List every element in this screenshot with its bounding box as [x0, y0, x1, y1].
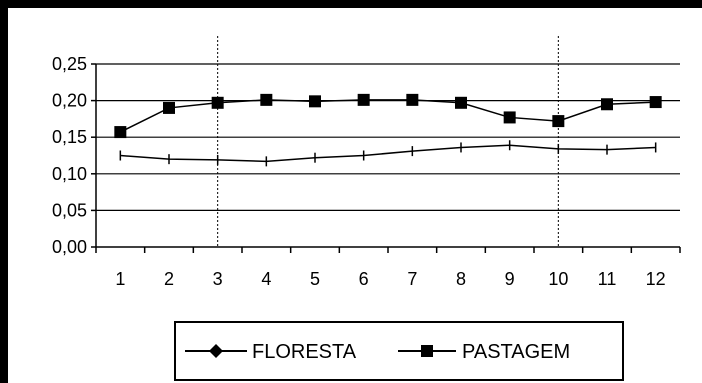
series-line-pastagem — [119, 99, 656, 133]
point-pastagem-11 — [601, 98, 613, 111]
x-tick-label-6: 7 — [407, 269, 417, 289]
legend-marker-floresta — [209, 344, 223, 358]
x-tick-label-8: 9 — [505, 269, 515, 289]
y-tick-label-0: 0,00 — [52, 237, 87, 257]
y-tick-label-5: 0,25 — [52, 54, 87, 74]
y-tick-label-4: 0,20 — [52, 91, 87, 111]
legend-label-pastagem: PASTAGEM — [462, 341, 570, 363]
point-pastagem-8 — [455, 96, 467, 109]
point-pastagem-4 — [260, 93, 273, 106]
x-tick-label-1: 2 — [164, 269, 174, 289]
y-tick-label-2: 0,10 — [52, 164, 87, 184]
legend: FLORESTA PASTAGEM — [174, 321, 624, 381]
x-tick-label-9: 10 — [548, 269, 568, 289]
axis-ticks: 0,000,050,100,150,200,251 2 3 4 5 6 7 8 9 10 11 12 — [52, 54, 681, 289]
y-tick-label-1: 0,05 — [52, 200, 87, 220]
point-pastagem-6 — [357, 93, 370, 106]
point-pastagem-7 — [406, 93, 419, 106]
point-pastagem-5 — [309, 95, 321, 108]
legend-marker-pastagem — [421, 345, 433, 357]
point-pastagem-10 — [552, 115, 565, 128]
legend-label-floresta: FLORESTA — [252, 341, 357, 363]
point-pastagem-1 — [114, 126, 127, 139]
x-tick-label-11: 12 — [646, 269, 666, 289]
x-tick-label-2: 3 — [213, 269, 223, 289]
x-tick-label-3: 4 — [261, 269, 271, 289]
x-tick-label-7: 8 — [456, 269, 466, 289]
series-marks — [114, 93, 662, 167]
x-tick-label-0: 1 — [115, 269, 125, 289]
x-tick-label-4: 5 — [310, 269, 320, 289]
x-tick-label-5: 6 — [359, 269, 369, 289]
point-pastagem-2 — [163, 101, 175, 114]
x-tick-label-10: 11 — [598, 269, 617, 289]
point-pastagem-12 — [649, 96, 662, 109]
y-tick-label-3: 0,15 — [52, 127, 87, 147]
point-pastagem-9 — [503, 111, 516, 124]
series-line-floresta — [120, 144, 656, 163]
point-pastagem-3 — [211, 96, 224, 109]
